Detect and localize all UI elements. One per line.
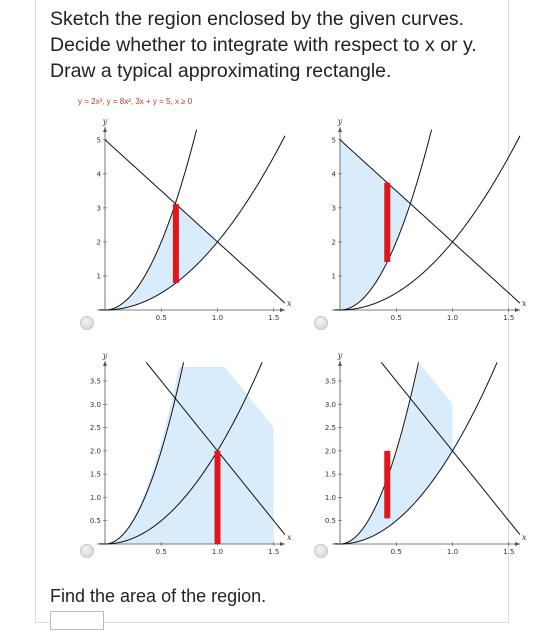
y-axis-arrow xyxy=(103,361,107,366)
prompt-line-3: Draw a typical approximating rectangle. xyxy=(50,60,392,82)
find-area-label: Find the area of the region. xyxy=(50,586,267,606)
line-3x-plus-y-5 xyxy=(339,139,521,304)
y-tick-label: 2.5 xyxy=(325,424,336,432)
shaded-region xyxy=(105,205,280,310)
y-tick-label: 1.0 xyxy=(325,494,336,502)
y-axis-label: y xyxy=(102,117,108,126)
curve-2x2 xyxy=(334,135,521,311)
y-tick-label: 3 xyxy=(97,204,101,212)
approximating-rectangle xyxy=(384,182,391,262)
shaded-region xyxy=(105,367,274,544)
graph-option-a: 0.5 1.0 1.5 1 2 3 4 5 x y xyxy=(85,117,292,323)
y-tick-label: 5 xyxy=(332,136,336,144)
x-tick-label: 1.5 xyxy=(503,548,514,556)
x-tick-label: 1.5 xyxy=(268,548,279,556)
x-tick-label: 1.0 xyxy=(212,548,223,556)
y-tick-label: 3.0 xyxy=(90,401,101,409)
y-tick-label: 4 xyxy=(332,170,337,178)
x-tick-label: 1.5 xyxy=(268,314,279,322)
line-3x-plus-y-5 xyxy=(104,139,286,304)
line-3x-plus-y-5 xyxy=(380,362,521,535)
y-tick-label: 1 xyxy=(332,272,336,280)
shaded-region xyxy=(340,139,408,310)
y-tick-label: 2.0 xyxy=(325,447,336,455)
y-axis-arrow xyxy=(338,127,342,132)
x-tick-label: 0.5 xyxy=(391,314,402,322)
y-tick-label: 2.0 xyxy=(90,447,101,455)
x-tick-label: 0.5 xyxy=(156,548,167,556)
y-tick-label: 1.0 xyxy=(90,494,101,502)
curve-equations: y = 2x², y = 8x², 3x + y = 5, x ≥ 0 xyxy=(78,97,193,106)
area-answer-input[interactable] xyxy=(50,611,104,630)
approximating-rectangle xyxy=(172,204,179,283)
y-tick-label: 3.5 xyxy=(90,377,101,385)
graph-svg-d: 0.5 1.0 1.5 0.5 1.0 1.5 2.0 2.5 3.0 3.5 x y xyxy=(325,351,527,556)
y-tick-label: 2 xyxy=(332,238,336,246)
y-axis-arrow xyxy=(103,127,107,132)
x-axis-arrow xyxy=(280,308,285,312)
x-tick-label: 1.0 xyxy=(447,314,458,322)
prompt-line-2: Decide whether to integrate with respect… xyxy=(50,34,477,56)
prompt-line-1: Sketch the region enclosed by the given … xyxy=(50,8,465,30)
graph-svg-a: 0.5 1.0 1.5 1 2 3 4 5 x y xyxy=(97,117,292,322)
y-tick-label: 5 xyxy=(97,136,101,144)
graph-option-b: 0.5 1.0 1.5 1 2 3 4 5 x y xyxy=(320,117,527,323)
curve-8x2 xyxy=(336,129,433,311)
y-tick-label: 3 xyxy=(332,204,336,212)
graph-option-d: 0.5 1.0 1.5 0.5 1.0 1.5 2.0 2.5 3.0 3.5 x y xyxy=(320,351,527,557)
y-tick-label: 0.5 xyxy=(90,517,101,525)
x-axis-arrow xyxy=(515,542,520,546)
x-tick-label: 1.0 xyxy=(212,314,223,322)
x-axis-label: x xyxy=(522,299,527,308)
y-axis-label: y xyxy=(337,117,343,126)
approximating-rectangle xyxy=(384,450,391,519)
curve-8x2 xyxy=(101,362,185,545)
radio-option-c[interactable] xyxy=(80,544,94,558)
y-axis-arrow xyxy=(338,361,342,366)
x-axis-label: x xyxy=(522,533,527,542)
y-tick-label: 0.5 xyxy=(325,517,336,525)
x-tick-label: 0.5 xyxy=(156,314,167,322)
y-tick-label: 1.5 xyxy=(325,471,336,479)
graph-svg-c: 0.5 1.0 1.5 0.5 1.0 1.5 2.0 2.5 3.0 3.5 x y xyxy=(90,351,292,556)
question-prompt: Sketch the region enclosed by the given … xyxy=(50,6,520,84)
graph-svg-b: 0.5 1.0 1.5 1 2 3 4 5 x y xyxy=(332,117,527,322)
radio-option-d[interactable] xyxy=(314,544,328,558)
x-axis-label: x xyxy=(287,299,292,308)
shaded-region xyxy=(340,364,453,544)
y-tick-label: 3.0 xyxy=(325,401,336,409)
y-tick-label: 2 xyxy=(97,238,101,246)
curve-8x2 xyxy=(101,129,198,311)
x-axis-label: x xyxy=(287,533,292,542)
x-tick-label: 0.5 xyxy=(391,548,402,556)
y-axis-label: y xyxy=(102,351,108,360)
y-axis-label: y xyxy=(337,351,343,360)
approximating-rectangle xyxy=(214,450,221,544)
x-tick-label: 1.5 xyxy=(503,314,514,322)
curve-2x2 xyxy=(334,362,498,545)
line-3x-plus-y-5 xyxy=(145,362,286,535)
curve-8x2 xyxy=(336,362,420,545)
x-tick-label: 1.0 xyxy=(447,548,458,556)
y-tick-label: 3.5 xyxy=(325,377,336,385)
radio-option-b[interactable] xyxy=(314,316,328,330)
curve-2x2 xyxy=(99,135,286,311)
y-tick-label: 2.5 xyxy=(90,424,101,432)
x-axis-arrow xyxy=(515,308,520,312)
radio-option-a[interactable] xyxy=(80,316,94,330)
y-tick-label: 1.5 xyxy=(90,471,101,479)
curve-2x2 xyxy=(99,362,263,545)
x-axis-arrow xyxy=(280,542,285,546)
y-tick-label: 1 xyxy=(97,272,101,280)
graph-option-c: 0.5 1.0 1.5 0.5 1.0 1.5 2.0 2.5 3.0 3.5 x y xyxy=(85,351,292,557)
y-tick-label: 4 xyxy=(97,170,102,178)
